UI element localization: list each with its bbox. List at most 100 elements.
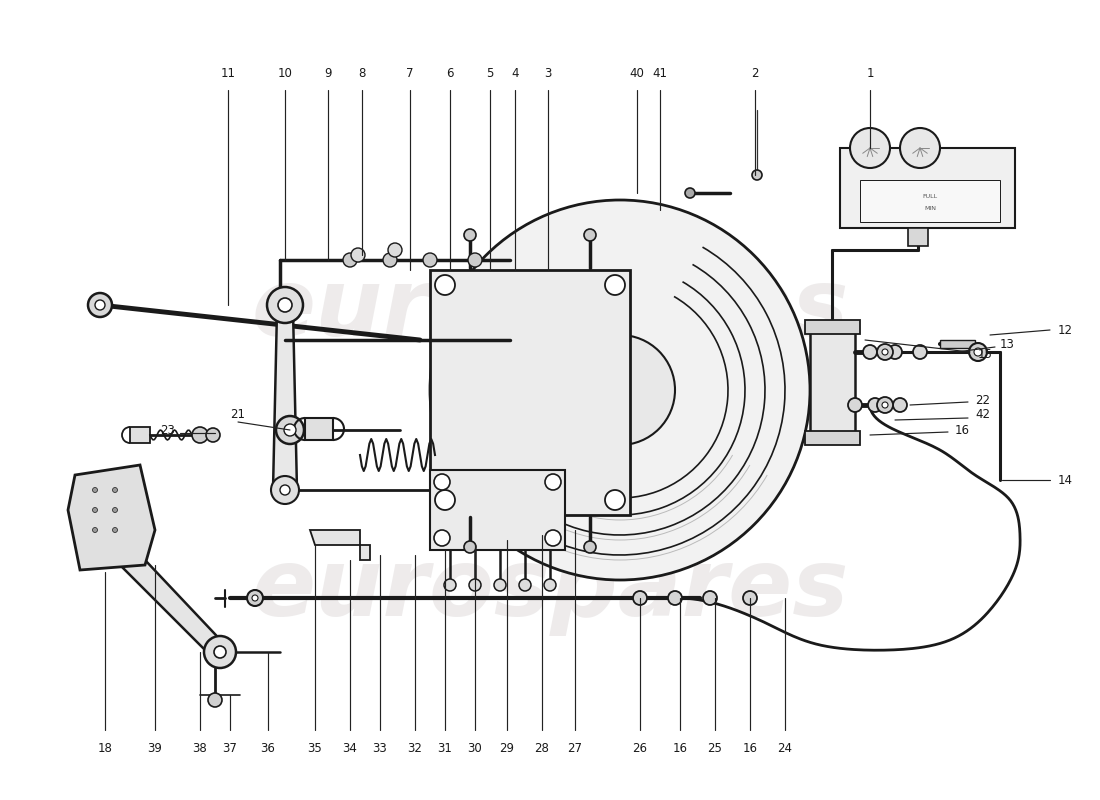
Polygon shape [68,465,155,570]
Text: 6: 6 [447,67,453,80]
Text: 13: 13 [1000,338,1015,351]
Text: 11: 11 [220,67,235,80]
Circle shape [284,424,296,436]
Circle shape [494,579,506,591]
Circle shape [703,591,717,605]
Circle shape [95,300,104,310]
Polygon shape [120,560,230,655]
Text: 3: 3 [544,67,552,80]
Circle shape [848,398,862,412]
Text: 39: 39 [147,742,163,755]
Circle shape [469,579,481,591]
Circle shape [605,275,625,295]
Circle shape [752,170,762,180]
Circle shape [888,345,902,359]
Text: 16: 16 [672,742,688,755]
Circle shape [276,416,304,444]
Circle shape [383,253,397,267]
Text: FULL: FULL [923,194,937,199]
Text: 40: 40 [629,67,645,80]
Bar [430,270,630,515]
Circle shape [544,530,561,546]
Text: 4: 4 [512,67,519,80]
Circle shape [343,253,358,267]
Circle shape [424,253,437,267]
Text: 36: 36 [261,742,275,755]
Text: 21: 21 [231,409,245,422]
Circle shape [214,646,225,658]
Circle shape [584,541,596,553]
Bar [430,470,565,550]
Circle shape [88,293,112,317]
Text: eurospares: eurospares [251,264,849,356]
Circle shape [882,402,888,408]
Text: 12: 12 [1058,323,1072,337]
Circle shape [893,398,907,412]
Circle shape [974,348,982,356]
Circle shape [204,636,236,668]
Text: 1: 1 [867,67,873,80]
Circle shape [742,591,757,605]
Text: 33: 33 [373,742,387,755]
Circle shape [877,397,893,413]
Text: 16: 16 [742,742,758,755]
Text: 37: 37 [222,742,238,755]
Text: 42: 42 [975,409,990,422]
Text: 7: 7 [406,67,414,80]
Text: 14: 14 [1058,474,1072,486]
Circle shape [434,474,450,490]
Text: 38: 38 [192,742,208,755]
Circle shape [248,590,263,606]
Circle shape [464,541,476,553]
Circle shape [112,527,118,533]
Circle shape [544,579,556,591]
Text: 31: 31 [438,742,452,755]
Text: 23: 23 [161,423,175,437]
Circle shape [278,298,292,312]
Circle shape [685,188,695,198]
Circle shape [434,490,455,510]
Circle shape [544,474,561,490]
Text: 26: 26 [632,742,648,755]
Bar [130,427,150,443]
Circle shape [913,345,927,359]
Text: 18: 18 [98,742,112,755]
Circle shape [565,335,675,445]
Circle shape [850,128,890,168]
Circle shape [280,485,290,495]
Circle shape [267,287,303,323]
Circle shape [900,128,940,168]
Circle shape [430,200,810,580]
Text: 15: 15 [978,349,993,362]
Circle shape [668,591,682,605]
Circle shape [969,343,987,361]
Circle shape [112,507,118,513]
Circle shape [434,275,455,295]
Text: 30: 30 [468,742,483,755]
Text: MIN: MIN [924,206,936,210]
Circle shape [92,527,98,533]
Text: 10: 10 [277,67,293,80]
Circle shape [92,487,98,493]
Bar [840,148,1015,228]
Circle shape [464,229,476,241]
Text: eurospares: eurospares [251,544,849,636]
Bar [908,228,928,246]
Circle shape [252,595,258,601]
Circle shape [92,507,98,513]
Circle shape [388,243,401,257]
Bar [305,418,333,440]
Text: 32: 32 [408,742,422,755]
Text: 25: 25 [707,742,723,755]
Circle shape [519,579,531,591]
Bar [860,180,1000,222]
Circle shape [112,487,118,493]
Circle shape [351,248,365,262]
Bar [805,320,860,334]
Circle shape [632,591,647,605]
Bar [940,340,975,348]
Circle shape [468,253,482,267]
Text: 16: 16 [955,423,970,437]
Circle shape [208,693,222,707]
Circle shape [444,579,456,591]
